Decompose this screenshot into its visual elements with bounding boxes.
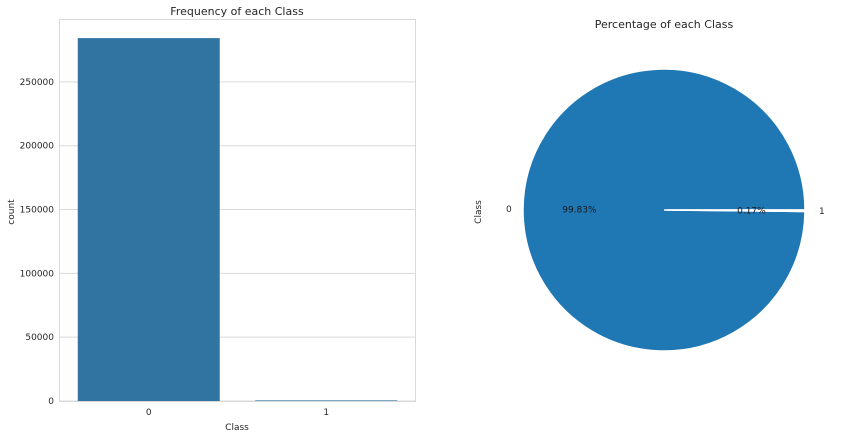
pie-slice-1: [666, 209, 809, 213]
bar-y-tick-label: 50000: [25, 333, 54, 343]
bar-x-axis-label: Class: [225, 423, 249, 433]
bar-y-tick-label: 150000: [20, 206, 55, 216]
bar-y-tick-label: 200000: [20, 142, 55, 152]
bar-y-axis-label: count: [7, 199, 17, 225]
pie-percent-label: 99.83%: [562, 206, 597, 216]
bar-x-tick-label: 1: [323, 408, 329, 418]
pie-category-label: 0: [506, 205, 512, 215]
pie-chart: Percentage of each Class 0 99.83% 1 0.17% C…: [474, 18, 825, 352]
bar-chart-title: Frequency of each Class: [170, 5, 304, 18]
pie-category-label: 1: [819, 207, 825, 217]
pie-chart-title: Percentage of each Class: [595, 18, 734, 31]
bar-y-tick-label: 0: [48, 397, 54, 407]
bar-y-tick-labels: 0 50000 100000 150000 200000 250000: [20, 78, 55, 407]
pie-slice-0: [522, 68, 806, 352]
bar-y-tick-label: 250000: [20, 78, 55, 88]
pie-percent-label: 0.17%: [737, 206, 766, 216]
bar-chart: Frequency of each Class 0 50000 100000 1500…: [7, 5, 416, 433]
bar-axes-frame: [59, 19, 416, 402]
bar-0: [77, 38, 220, 402]
pie-marks: 0 99.83% 1 0.17%: [506, 68, 825, 352]
pie-y-axis-label: Class: [474, 200, 484, 224]
bar-1: [255, 400, 398, 401]
bar-x-tick-label: 0: [146, 408, 152, 418]
bar-y-tick-label: 100000: [20, 269, 55, 279]
bar-marks: [77, 38, 398, 402]
